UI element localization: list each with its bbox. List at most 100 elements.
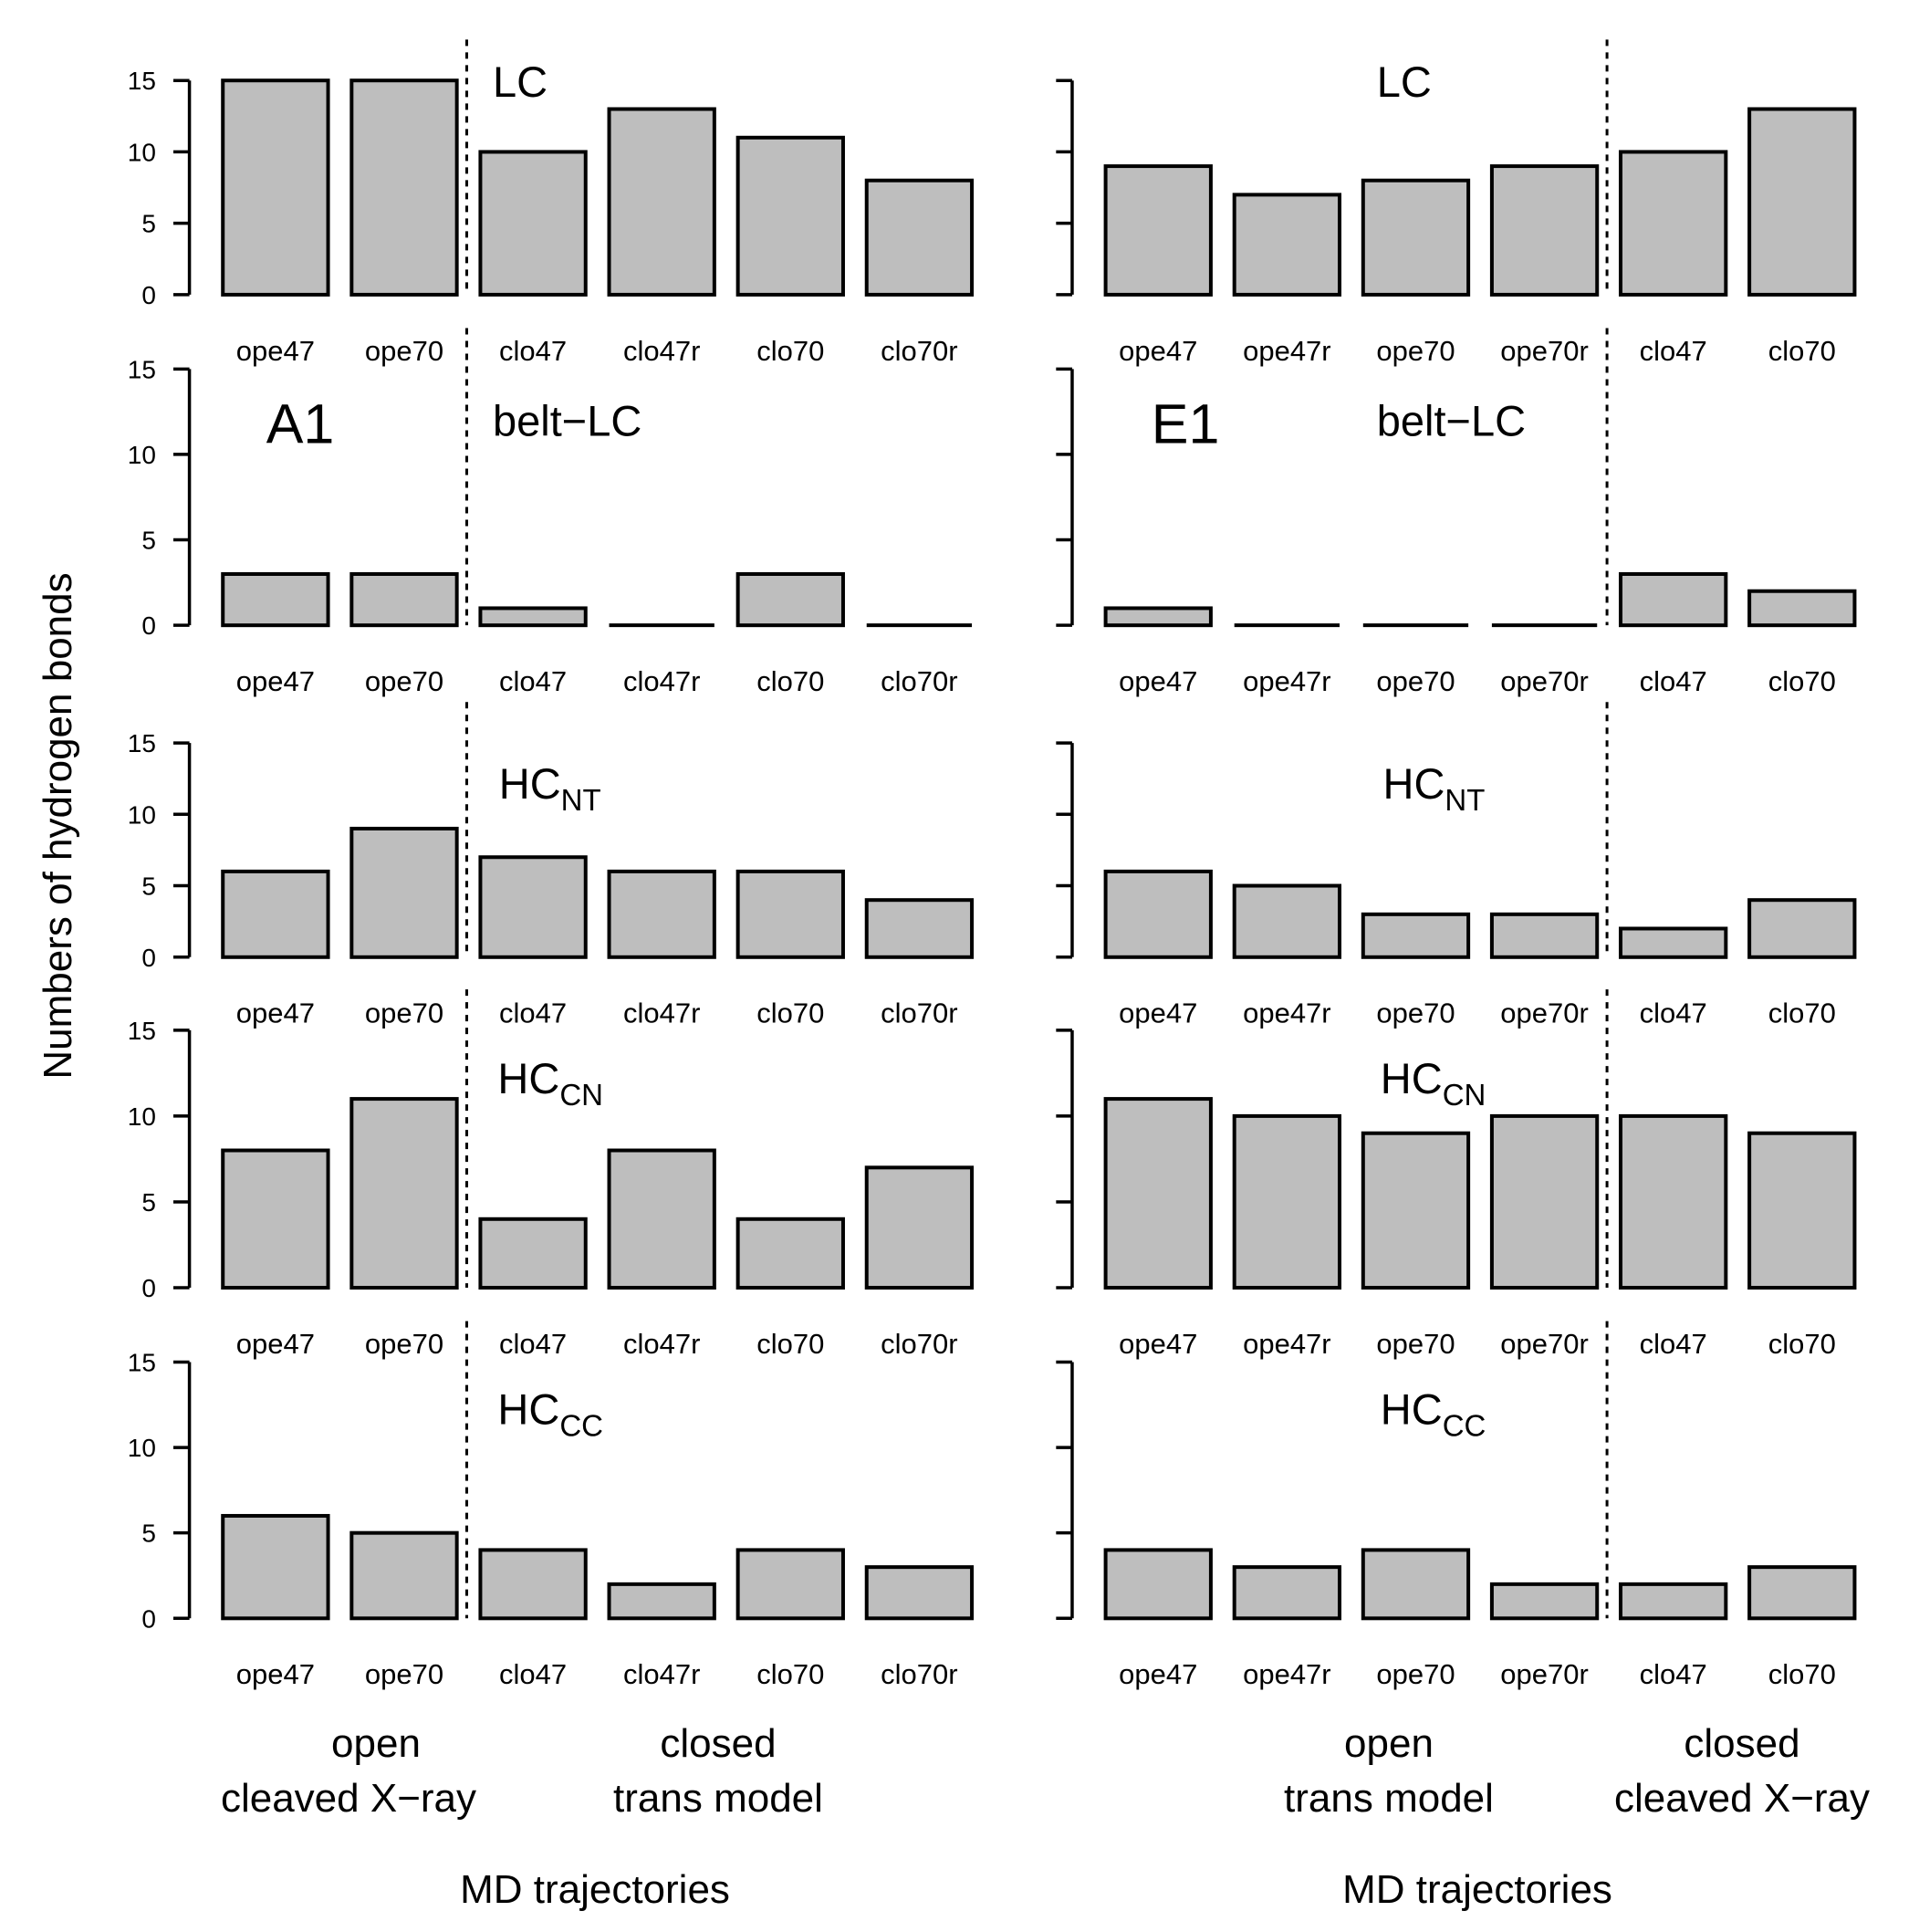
right-panel-5-bar-clo47 (1619, 1582, 1728, 1621)
left-panel-1-bar-ope47 (221, 78, 330, 297)
right-panel-2-side-label: E1 (1152, 393, 1220, 455)
right-panel-3-category-label: ope47 (1119, 997, 1197, 1029)
right-panel-4-bar-clo47 (1619, 1113, 1728, 1290)
left-panel-4-bar-clo47r (607, 1148, 716, 1290)
left-panel-2-y-tick-label: 10 (128, 441, 156, 469)
right-panel-4-bar-ope70 (1361, 1131, 1471, 1290)
right-panel-4-category-label: clo70 (1768, 1328, 1836, 1360)
right-panel-5-title-subscript: CC (1443, 1408, 1486, 1442)
right-panel-5-category-label: ope47 (1119, 1658, 1197, 1690)
right-panel-2-bar-clo70 (1747, 589, 1857, 628)
right-panel-3-bar-ope47 (1103, 869, 1213, 959)
left-panel-2-bar-ope47 (221, 572, 330, 628)
right-panel-4-bar-ope47 (1103, 1097, 1213, 1290)
left-panel-1-bar-clo47 (478, 150, 588, 297)
left-panel-4-bar-ope70 (349, 1097, 459, 1290)
left-panel-3-category-label: clo47 (499, 997, 567, 1029)
right-panel-1-bar-ope70 (1361, 178, 1471, 297)
left-panel-5: 0 5 10 15 ope47 ope70 clo47 clo47r clo70 clo70r HC… (128, 1321, 975, 1690)
right-panel-4-category-label: ope47r (1243, 1328, 1331, 1360)
left-panel-3-category-label: clo70r (881, 997, 957, 1029)
right-column-group-labels: open trans model closed cleaved X−ray MD… (1284, 1721, 1870, 1912)
left-panel-1-category-label: ope70 (365, 335, 443, 367)
left-panel-2-category-label: clo70r (881, 665, 957, 697)
left-panel-2-y-tick-label: 0 (141, 611, 156, 640)
right-panel-1-category-label: ope47r (1243, 335, 1331, 367)
left-panel-4-bar-ope47 (221, 1148, 330, 1290)
right-panel-5-category-label: clo47 (1640, 1658, 1707, 1690)
right-group-closed-line1: closed (1684, 1721, 1799, 1766)
right-panel-5-bar-ope70 (1361, 1548, 1471, 1621)
right-panel-1-category-label: clo47 (1640, 335, 1707, 367)
left-panel-5-title-subscript: CC (559, 1408, 603, 1442)
right-panel-1-bar-ope47 (1103, 164, 1213, 297)
right-panel-3-bar-ope70r (1489, 912, 1600, 959)
left-panel-1-bar-clo47r (607, 107, 716, 297)
right-panel-5-bar-ope47 (1103, 1548, 1213, 1621)
left-panel-2-title: belt−LC (493, 397, 641, 445)
left-panel-2: 0 5 10 15 ope47 ope70 clo47 clo47r clo70 clo70r be… (128, 328, 973, 697)
right-panel-4-bar-ope70r (1489, 1113, 1600, 1290)
left-panel-5-y-tick-label: 0 (141, 1604, 156, 1633)
left-panel-2-title-main: belt−LC (493, 397, 641, 445)
left-panel-4-category-label: clo70r (881, 1328, 957, 1360)
right-panel-5-bar-ope70r (1489, 1582, 1600, 1621)
left-panel-2-y-tick-label: 5 (141, 527, 156, 555)
right-panel-1-category-label: ope70 (1376, 335, 1455, 367)
left-panel-5-category-label: ope47 (236, 1658, 315, 1690)
left-panel-3-category-label: clo70 (756, 997, 824, 1029)
right-panel-3-bar-clo47 (1619, 926, 1728, 959)
right-panel-4-title-main: HC (1381, 1054, 1443, 1102)
left-panel-5-y-tick-label: 10 (128, 1434, 156, 1462)
left-panel-1-y-tick-label: 15 (128, 67, 156, 95)
right-panel-5-bar-ope47r (1232, 1565, 1342, 1621)
left-panel-4-y-tick-label: 10 (128, 1102, 156, 1131)
right-panel-4-bar-clo70 (1747, 1131, 1857, 1290)
left-x-axis-label: MD trajectories (460, 1867, 730, 1912)
left-panel-5-category-label: clo47r (623, 1658, 700, 1690)
right-panel-4-category-label: ope70 (1376, 1328, 1455, 1360)
left-panel-4-y-tick-label: 15 (128, 1017, 156, 1045)
left-panel-5-y-tick-label: 5 (141, 1519, 156, 1548)
left-group-open-line2: cleaved X−ray (221, 1776, 476, 1821)
left-panel-4-y-tick-label: 5 (141, 1188, 156, 1217)
left-panel-2-bar-ope70 (349, 572, 459, 628)
right-panel-5-category-label: ope47r (1243, 1658, 1331, 1690)
right-panel-3-category-label: ope70r (1500, 997, 1589, 1029)
left-panel-3: 0 5 10 15 ope47 ope70 clo47 clo47r clo70 clo70r HC… (128, 702, 975, 1029)
left-group-closed-line1: closed (660, 1721, 776, 1766)
left-panel-3-category-label: clo47r (623, 997, 700, 1029)
left-panel-5-title: HCCC (497, 1384, 603, 1442)
left-panel-2-category-label: clo47 (499, 665, 567, 697)
right-group-open-line1: open (1344, 1721, 1434, 1766)
right-panel-1-title-main: LC (1377, 57, 1432, 106)
right-group-open-line2: trans model (1284, 1776, 1494, 1821)
left-group-open-line1: open (331, 1721, 421, 1766)
right-panel-4-category-label: clo47 (1640, 1328, 1707, 1360)
left-panel-3-bar-clo47 (478, 855, 588, 959)
right-panel-4-title-subscript: CN (1443, 1078, 1486, 1112)
left-panel-3-title: HCNT (499, 759, 601, 817)
right-panel-5-category-label: clo70 (1768, 1658, 1836, 1690)
left-panel-1-category-label: clo47 (499, 335, 567, 367)
panels-container: 0 5 10 15 ope47 ope70 clo47 clo47r clo70 clo70r LC… (128, 39, 1857, 1690)
left-panel-4-category-label: clo70 (756, 1328, 824, 1360)
left-panel-2-category-label: clo70 (756, 665, 824, 697)
left-panel-2-y-tick-label: 15 (128, 355, 156, 383)
right-panel-3-category-label: ope70 (1376, 997, 1455, 1029)
left-panel-4-category-label: clo47r (623, 1328, 700, 1360)
left-panel-3-bar-clo70 (735, 869, 845, 959)
left-panel-2-side-label: A1 (266, 393, 335, 455)
left-panel-4-title-subscript: CN (559, 1078, 603, 1112)
right-panel-1-bar-clo47 (1619, 150, 1728, 297)
left-panel-5-bar-clo70r (864, 1565, 975, 1621)
right-panel-2-bar-clo47 (1619, 572, 1728, 628)
right-panel-3-title-subscript: NT (1444, 783, 1485, 817)
left-panel-3-title-main: HC (499, 759, 561, 808)
left-panel-4-category-label: ope70 (365, 1328, 443, 1360)
left-panel-3-bar-ope47 (221, 869, 330, 959)
right-panel-4-category-label: ope70r (1500, 1328, 1589, 1360)
left-panel-3-bar-ope70 (349, 826, 459, 959)
right-panel-5-title-main: HC (1381, 1384, 1443, 1433)
right-panel-2-bar-ope47 (1103, 606, 1213, 628)
